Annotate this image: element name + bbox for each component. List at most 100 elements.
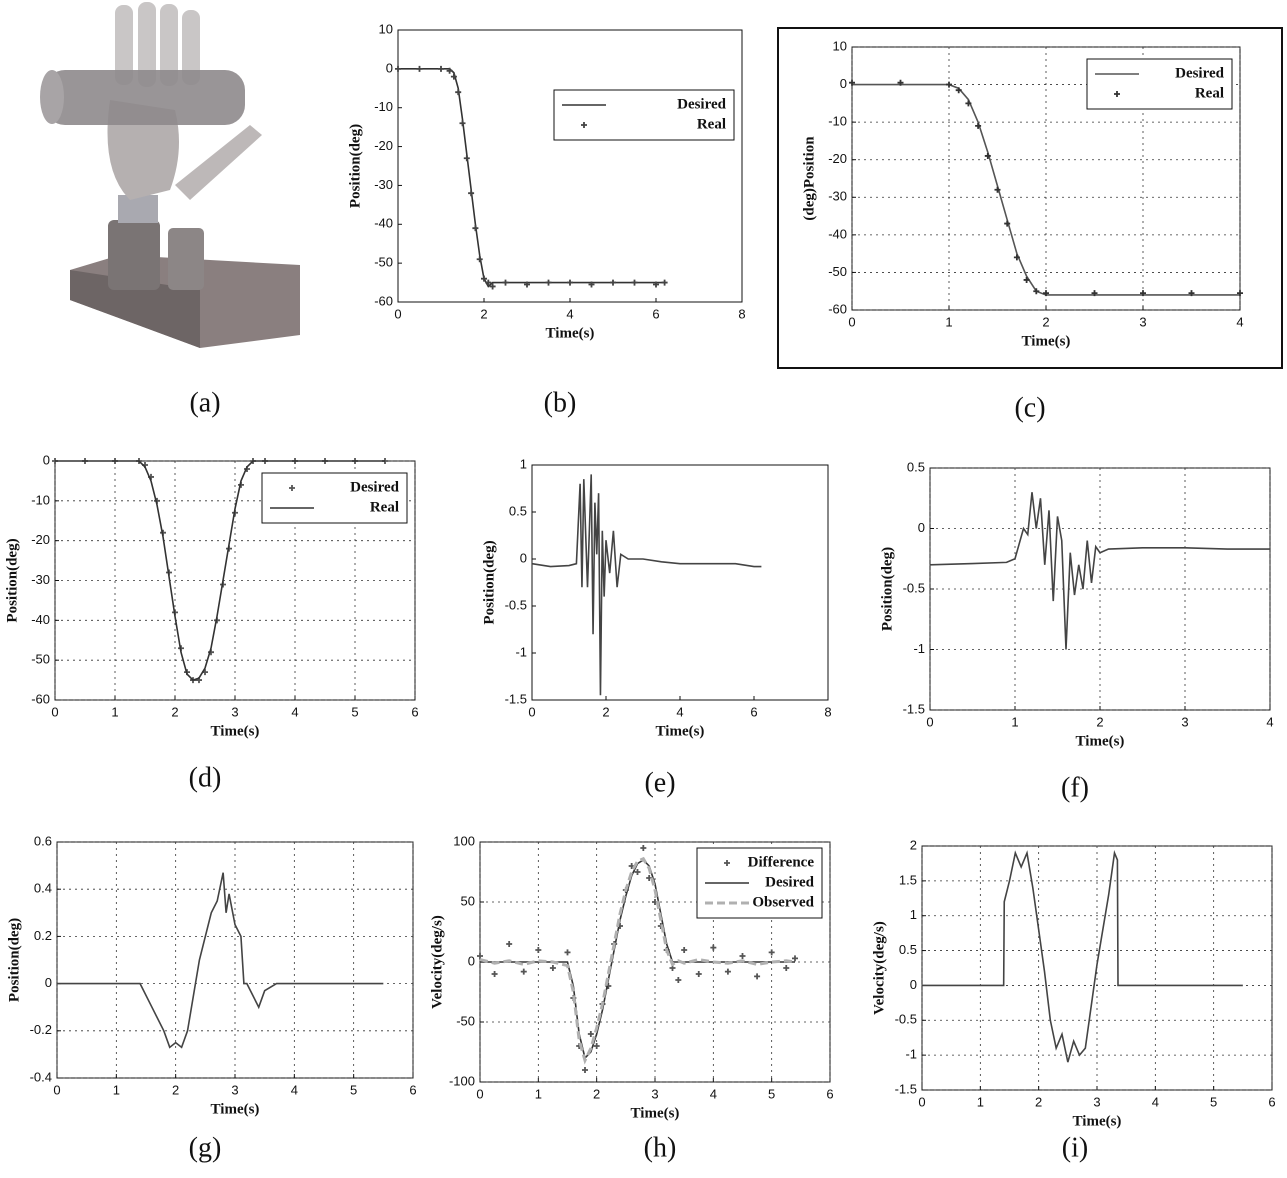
x-tick-label: 1 bbox=[977, 1094, 984, 1109]
cylinder-end bbox=[40, 70, 64, 124]
y-tick-label: -1 bbox=[913, 641, 925, 656]
x-tick-label: 6 bbox=[1268, 1094, 1275, 1109]
y-axis-label: Position(deg) bbox=[879, 547, 895, 631]
panel-caption: (b) bbox=[544, 387, 577, 418]
y-tick-label: 0 bbox=[840, 76, 847, 91]
y-axis-label: (deg)Position bbox=[801, 136, 817, 221]
y-tick-label: -10 bbox=[828, 114, 847, 129]
x-tick-label: 0 bbox=[848, 314, 855, 329]
figure: (a) 02468100-10-20-30-40-50-60Time(s)Pos… bbox=[0, 0, 1287, 1178]
y-tick-label: 0 bbox=[910, 977, 917, 992]
x-tick-label: 0 bbox=[394, 306, 401, 321]
y-tick-label: 0.6 bbox=[34, 833, 52, 848]
legend-label: Desired bbox=[1175, 65, 1225, 81]
x-tick-label: 4 bbox=[566, 306, 573, 321]
x-axis-label: Time(s) bbox=[546, 325, 595, 341]
x-tick-label: 1 bbox=[113, 1082, 120, 1097]
y-tick-label: -40 bbox=[31, 612, 50, 627]
y-tick-label: 50 bbox=[461, 893, 475, 908]
y-axis-label: Position(deg) bbox=[347, 124, 363, 208]
y-tick-label: 1 bbox=[520, 456, 527, 471]
x-tick-label: 2 bbox=[480, 306, 487, 321]
chart: 012340.50-0.5-1-1.5Time(s)Position(deg)(… bbox=[879, 459, 1273, 803]
y-tick-label: 0.5 bbox=[907, 459, 925, 474]
x-axis-label: Time(s) bbox=[656, 723, 705, 739]
y-tick-label: 1 bbox=[910, 907, 917, 922]
y-tick-label: 10 bbox=[833, 38, 847, 53]
x-tick-label: 0 bbox=[476, 1086, 483, 1101]
legend-label: Real bbox=[697, 116, 726, 132]
y-tick-label: -0.5 bbox=[505, 597, 527, 612]
x-axis-label: Time(s) bbox=[1073, 1113, 1122, 1129]
panel-caption: (e) bbox=[644, 767, 675, 798]
x-tick-label: 3 bbox=[1139, 314, 1146, 329]
pillar bbox=[108, 220, 160, 290]
y-tick-label: -1 bbox=[905, 1047, 917, 1062]
x-tick-label: 2 bbox=[1042, 314, 1049, 329]
y-tick-label: -50 bbox=[374, 255, 393, 270]
panel-caption: (d) bbox=[189, 762, 222, 793]
legend-label: Observed bbox=[752, 894, 814, 910]
y-axis-label: Position(deg) bbox=[481, 540, 497, 624]
x-tick-label: 1 bbox=[111, 704, 118, 719]
x-tick-label: 4 bbox=[676, 704, 683, 719]
y-tick-label: -1 bbox=[515, 644, 527, 659]
plot-area bbox=[532, 465, 828, 700]
x-tick-label: 0 bbox=[53, 1082, 60, 1097]
x-tick-label: 8 bbox=[738, 306, 745, 321]
x-tick-label: 1 bbox=[535, 1086, 542, 1101]
y-tick-label: 0.2 bbox=[34, 928, 52, 943]
y-tick-label: -0.2 bbox=[30, 1022, 52, 1037]
y-tick-label: -1.5 bbox=[903, 701, 925, 716]
x-tick-label: 3 bbox=[1181, 714, 1188, 729]
y-tick-label: 0 bbox=[468, 953, 475, 968]
y-tick-label: -30 bbox=[828, 189, 847, 204]
y-tick-label: -60 bbox=[828, 301, 847, 316]
x-tick-label: 5 bbox=[1210, 1094, 1217, 1109]
y-tick-label: 100 bbox=[453, 833, 475, 848]
y-tick-label: -20 bbox=[828, 151, 847, 166]
y-tick-label: -10 bbox=[374, 99, 393, 114]
cylinder bbox=[45, 70, 245, 125]
x-axis-label: Time(s) bbox=[211, 723, 260, 739]
panel-caption: (h) bbox=[644, 1132, 677, 1163]
panel-caption: (i) bbox=[1062, 1132, 1088, 1163]
y-tick-label: 1.5 bbox=[899, 872, 917, 887]
legend-label: Desired bbox=[765, 874, 815, 890]
x-tick-label: 2 bbox=[171, 704, 178, 719]
x-tick-label: 3 bbox=[231, 704, 238, 719]
x-axis-label: Time(s) bbox=[1076, 733, 1125, 749]
y-tick-label: 2 bbox=[910, 837, 917, 852]
x-tick-label: 5 bbox=[350, 1082, 357, 1097]
legend-label: Desired bbox=[677, 96, 727, 112]
y-tick-label: 0 bbox=[43, 452, 50, 467]
y-tick-label: -0.5 bbox=[903, 580, 925, 595]
legend-label: Real bbox=[370, 499, 399, 515]
x-tick-label: 6 bbox=[409, 1082, 416, 1097]
x-axis-label: Time(s) bbox=[211, 1101, 260, 1117]
x-tick-label: 4 bbox=[1152, 1094, 1159, 1109]
robot-hand-photo bbox=[40, 2, 300, 348]
wrist bbox=[118, 195, 158, 223]
y-tick-label: 0 bbox=[45, 975, 52, 990]
x-tick-label: 2 bbox=[1096, 714, 1103, 729]
thumb bbox=[175, 125, 262, 200]
legend-label: Difference bbox=[748, 854, 815, 870]
y-tick-label: -0.4 bbox=[30, 1069, 52, 1084]
chart: 01234560.60.40.20-0.2-0.4Time(s)Position… bbox=[6, 833, 416, 1163]
y-tick-label: -1.5 bbox=[895, 1081, 917, 1096]
y-tick-label: -100 bbox=[449, 1073, 475, 1088]
x-tick-label: 6 bbox=[826, 1086, 833, 1101]
x-tick-label: 3 bbox=[231, 1082, 238, 1097]
pillar bbox=[168, 228, 204, 290]
x-tick-label: 2 bbox=[593, 1086, 600, 1101]
plot-area bbox=[57, 842, 413, 1078]
y-tick-label: -60 bbox=[31, 691, 50, 706]
x-tick-label: 3 bbox=[651, 1086, 658, 1101]
y-tick-label: -30 bbox=[374, 177, 393, 192]
x-tick-label: 2 bbox=[1035, 1094, 1042, 1109]
y-tick-label: 0 bbox=[386, 60, 393, 75]
x-tick-label: 0 bbox=[528, 704, 535, 719]
